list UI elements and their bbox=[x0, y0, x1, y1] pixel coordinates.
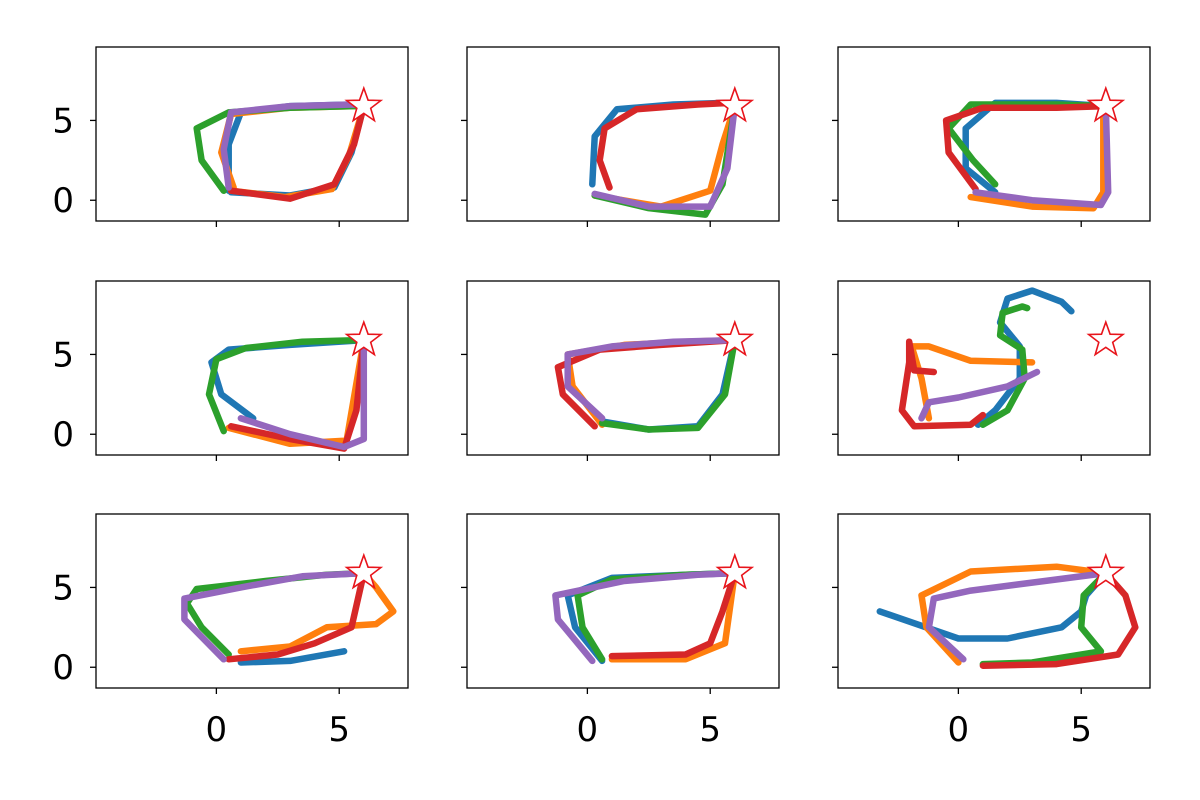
trajectory-line bbox=[608, 569, 739, 660]
trajectory-line bbox=[237, 336, 368, 451]
trajectory-line bbox=[608, 569, 739, 663]
subplot-2-3 bbox=[832, 280, 1151, 461]
trajectory-line bbox=[898, 338, 987, 430]
subplot-3-1: 0 5 0 5 bbox=[52, 513, 409, 750]
subplot-1-2 bbox=[461, 46, 780, 227]
trajectory-line bbox=[591, 102, 739, 210]
y-tick-label: 0 bbox=[52, 415, 74, 455]
x-tick-label: 0 bbox=[577, 710, 599, 750]
goal-star-marker bbox=[1086, 552, 1126, 590]
x-tick-label: 5 bbox=[328, 710, 350, 750]
trajectory-line bbox=[979, 303, 1031, 428]
goal-star-marker bbox=[715, 85, 755, 123]
trajectory-line bbox=[237, 648, 348, 666]
trajectory-line bbox=[925, 569, 1110, 663]
trajectory-line bbox=[908, 343, 1036, 422]
y-tick-label: 5 bbox=[52, 101, 74, 141]
trajectory-line bbox=[181, 569, 368, 663]
trajectory-line bbox=[227, 102, 368, 202]
x-tick-label: 0 bbox=[206, 710, 228, 750]
trajectory-line bbox=[972, 102, 1112, 209]
y-tick-label: 5 bbox=[52, 335, 74, 375]
subplot-2-1: 05 bbox=[52, 280, 409, 461]
goal-star-marker bbox=[715, 319, 755, 357]
trajectory-line bbox=[979, 569, 1139, 669]
subplot-1-1: 05 bbox=[52, 46, 409, 227]
trajectory-line bbox=[598, 336, 739, 433]
trajectory-line bbox=[237, 569, 397, 655]
trajectory-line bbox=[552, 569, 739, 665]
x-tick-label: 5 bbox=[1070, 710, 1092, 750]
x-tick-label: 0 bbox=[948, 710, 970, 750]
goal-star-marker bbox=[715, 552, 755, 590]
y-tick-label: 0 bbox=[52, 181, 74, 221]
goal-star-marker bbox=[1086, 85, 1126, 123]
goal-star-marker bbox=[344, 85, 384, 123]
y-tick-label: 0 bbox=[52, 648, 74, 688]
goal-star-marker bbox=[344, 552, 384, 590]
goal-star-marker bbox=[344, 319, 384, 357]
trajectory-line bbox=[225, 569, 368, 663]
y-tick-label: 5 bbox=[52, 568, 74, 608]
subplot-1-3 bbox=[832, 46, 1151, 227]
trajectory-line bbox=[942, 102, 1110, 193]
trajectory-line bbox=[564, 336, 739, 422]
goal-star-marker bbox=[1086, 319, 1126, 357]
x-tick-label: 5 bbox=[699, 710, 721, 750]
trajectory-line bbox=[918, 368, 1041, 422]
subplot-2-2 bbox=[461, 280, 780, 461]
trajectory-line bbox=[967, 102, 1107, 212]
axes-frame bbox=[837, 280, 1151, 456]
